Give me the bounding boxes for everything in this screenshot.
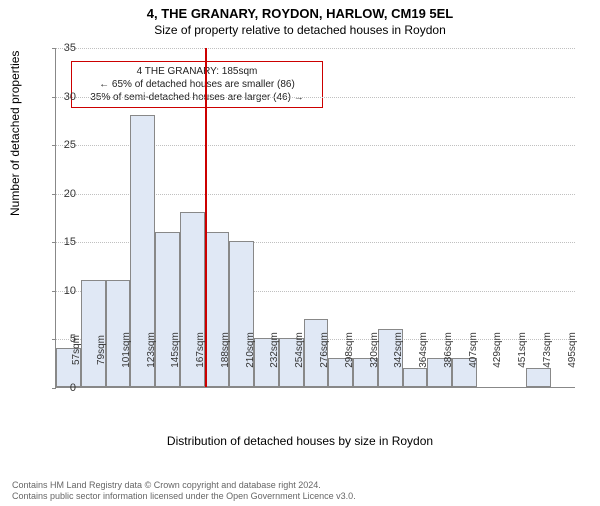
xtick-label: 342sqm	[393, 332, 404, 368]
xtick-label: 123sqm	[146, 332, 157, 368]
ytick-label: 25	[46, 139, 76, 151]
x-axis-label: Distribution of detached houses by size …	[0, 434, 600, 448]
xtick-label: 495sqm	[567, 332, 578, 368]
xtick-label: 451sqm	[517, 332, 528, 368]
xtick-label: 167sqm	[195, 332, 206, 368]
xtick-label: 276sqm	[319, 332, 330, 368]
xtick-label: 254sqm	[294, 332, 305, 368]
xtick-label: 429sqm	[492, 332, 503, 368]
gridline	[56, 97, 575, 98]
xtick-label: 364sqm	[418, 332, 429, 368]
y-axis-label: Number of detached properties	[8, 51, 22, 216]
xtick-label: 210sqm	[245, 332, 256, 368]
ytick-label: 35	[46, 42, 76, 54]
xtick-label: 57sqm	[71, 335, 82, 365]
chart-title-sub: Size of property relative to detached ho…	[0, 23, 600, 37]
bar	[526, 368, 551, 387]
annotation-line1: 4 THE GRANARY: 185sqm	[78, 65, 316, 78]
xtick-label: 232sqm	[269, 332, 280, 368]
footer-line2: Contains public sector information licen…	[12, 491, 356, 502]
marker-annotation: 4 THE GRANARY: 185sqm ← 65% of detached …	[71, 61, 323, 108]
xtick-label: 473sqm	[542, 332, 553, 368]
xtick-label: 101sqm	[121, 332, 132, 368]
footer-attribution: Contains HM Land Registry data © Crown c…	[12, 480, 356, 503]
xtick-label: 386sqm	[443, 332, 454, 368]
ytick-label: 30	[46, 91, 76, 103]
xtick-label: 79sqm	[96, 335, 107, 365]
ytick-label: 0	[46, 382, 76, 394]
ytick-label: 10	[46, 285, 76, 297]
bar	[81, 280, 106, 387]
xtick-label: 407sqm	[468, 332, 479, 368]
bar	[403, 368, 428, 387]
chart-title-main: 4, THE GRANARY, ROYDON, HARLOW, CM19 5EL	[0, 6, 600, 21]
ytick-label: 20	[46, 188, 76, 200]
xtick-label: 145sqm	[170, 332, 181, 368]
xtick-label: 298sqm	[344, 332, 355, 368]
ytick-label: 15	[46, 236, 76, 248]
xtick-label: 320sqm	[369, 332, 380, 368]
gridline	[56, 48, 575, 49]
annotation-line2: ← 65% of detached houses are smaller (86…	[78, 78, 316, 91]
xtick-label: 188sqm	[220, 332, 231, 368]
footer-line1: Contains HM Land Registry data © Crown c…	[12, 480, 356, 491]
